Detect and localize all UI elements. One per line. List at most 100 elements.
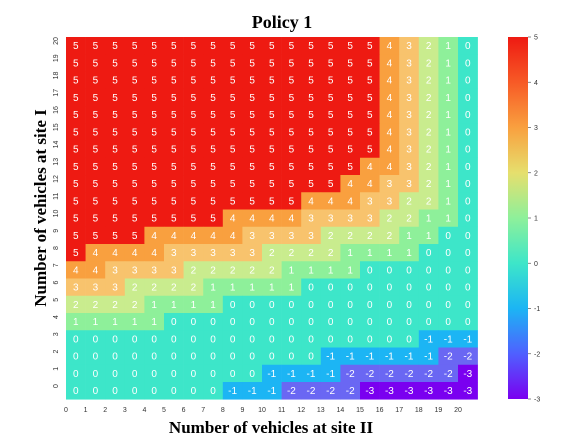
heatmap-cell <box>222 347 243 366</box>
cell-value-label: 5 <box>191 76 197 87</box>
cell-value-label: 0 <box>426 300 432 311</box>
heatmap-cell <box>360 140 380 159</box>
heatmap-cell <box>360 382 380 400</box>
heatmap-cell <box>301 347 322 366</box>
cell-value-label: 5 <box>347 76 353 87</box>
cell-value-label: 5 <box>210 145 216 156</box>
heatmap-cell <box>438 330 459 348</box>
cell-value-label: -2 <box>287 386 296 397</box>
cell-value-label: 1 <box>406 248 412 259</box>
heatmap-cell <box>105 175 126 193</box>
heatmap-cell <box>144 313 165 331</box>
heatmap-cell <box>438 37 459 55</box>
cell-value-label: 5 <box>132 162 138 173</box>
heatmap-cell <box>379 226 400 245</box>
heatmap-cell <box>379 330 400 348</box>
heatmap-cell <box>203 192 224 210</box>
heatmap-cell <box>144 54 165 72</box>
y-tick-label: 13 <box>53 158 60 166</box>
heatmap-cell <box>360 37 380 55</box>
heatmap-cell <box>262 278 282 297</box>
cell-value-label: 0 <box>445 265 451 276</box>
cell-value-label: 5 <box>210 127 216 138</box>
cell-value-label: 1 <box>289 283 295 294</box>
heatmap-cell <box>66 347 86 366</box>
heatmap-cell <box>144 71 165 90</box>
heatmap-cell <box>124 261 145 279</box>
cell-value-label: 5 <box>210 93 216 104</box>
heatmap-cell <box>379 244 400 262</box>
heatmap-cell <box>105 261 126 279</box>
heatmap-cell <box>164 209 184 228</box>
heatmap-cell <box>360 175 380 193</box>
heatmap-cell <box>379 313 400 331</box>
heatmap-cell <box>379 140 400 159</box>
cell-value-label: -1 <box>267 386 276 397</box>
heatmap-cell <box>164 192 184 210</box>
heatmap-cell <box>85 244 106 262</box>
cell-value-label: 0 <box>249 334 255 345</box>
heatmap-cell <box>85 157 106 176</box>
x-tick-label: 16 <box>376 407 384 414</box>
heatmap-cell <box>399 347 420 366</box>
heatmap-cell <box>418 54 439 72</box>
heatmap-cell <box>301 123 322 141</box>
cell-value-label: 0 <box>249 352 255 363</box>
cell-value-label: -1 <box>424 334 433 345</box>
cell-value-label: -1 <box>326 352 335 363</box>
heatmap-cell <box>66 382 86 400</box>
heatmap-cell <box>222 226 243 245</box>
heatmap-cell <box>301 278 322 297</box>
heatmap-cell <box>281 71 302 90</box>
cell-value-label: 5 <box>73 248 79 259</box>
cell-value-label: 0 <box>269 317 275 328</box>
heatmap-cell <box>340 295 361 314</box>
heatmap-cell <box>85 295 106 314</box>
cell-value-label: 2 <box>93 300 99 311</box>
cell-value-label: 5 <box>230 179 236 190</box>
heatmap-cell <box>164 88 184 107</box>
cell-value-label: 0 <box>387 317 393 328</box>
heatmap-cell <box>320 313 341 331</box>
cell-value-label: 0 <box>230 317 236 328</box>
cell-value-label: 5 <box>73 93 79 104</box>
cell-value-label: -2 <box>463 352 472 363</box>
heatmap-cell <box>418 364 439 383</box>
heatmap-cell <box>379 261 400 279</box>
cell-value-label: 5 <box>328 76 334 87</box>
colorbar-tick-label: 1 <box>534 216 538 223</box>
cell-value-label: 5 <box>132 145 138 156</box>
cell-value-label: 0 <box>269 334 275 345</box>
heatmap-cell <box>105 88 126 107</box>
cell-value-label: 1 <box>387 248 393 259</box>
heatmap-cell <box>203 106 224 124</box>
heatmap-cell <box>340 226 361 245</box>
cell-value-label: 5 <box>191 93 197 104</box>
heatmap-cell <box>418 209 439 228</box>
y-tick-label: 12 <box>53 175 60 183</box>
x-tick-label: 10 <box>258 407 266 414</box>
heatmap-cell <box>262 37 282 55</box>
heatmap-cell <box>320 192 341 210</box>
heatmap-cell <box>105 123 126 141</box>
cell-value-label: 5 <box>249 93 255 104</box>
cell-value-label: 5 <box>347 162 353 173</box>
cell-value-label: 0 <box>445 300 451 311</box>
cell-value-label: 0 <box>465 76 471 87</box>
cell-value-label: 5 <box>151 196 157 207</box>
heatmap-cell <box>438 123 459 141</box>
cell-value-label: -1 <box>267 369 276 380</box>
cell-value-label: 2 <box>210 265 216 276</box>
cell-value-label: 1 <box>328 265 334 276</box>
heatmap-cell <box>418 313 439 331</box>
x-tick-label: 18 <box>415 407 423 414</box>
cell-value-label: 5 <box>93 93 99 104</box>
cell-value-label: 1 <box>445 162 451 173</box>
x-tick-label: 13 <box>317 407 325 414</box>
heatmap-cell <box>301 244 322 262</box>
cell-value-label: -2 <box>365 369 374 380</box>
heatmap-cell <box>438 261 459 279</box>
heatmap-cell <box>458 123 478 141</box>
heatmap-cell <box>203 278 224 297</box>
cell-value-label: 0 <box>406 334 412 345</box>
